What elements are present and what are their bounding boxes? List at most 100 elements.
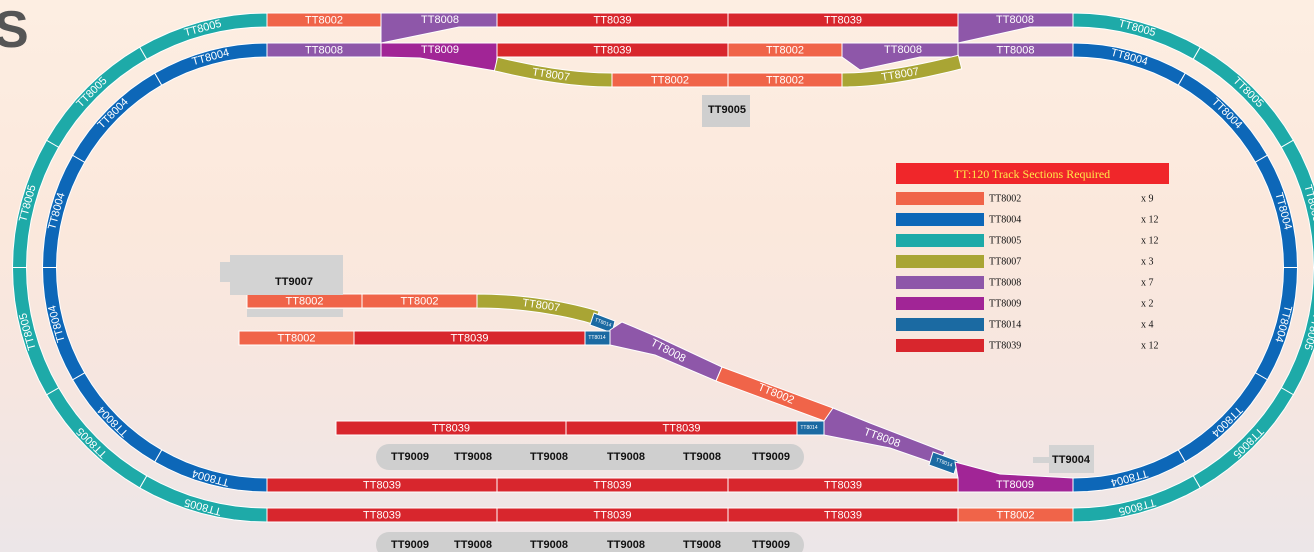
top1-1: TT8002 [266, 12, 382, 28]
legend-code: TT8009 [989, 299, 1021, 310]
cross-2-label: TT8014 [588, 335, 605, 341]
platform-row-bottom-label-1: TT9009 [391, 539, 429, 551]
inner-curve-8-label: TT8004 [1209, 96, 1244, 131]
legend-swatch [896, 213, 984, 226]
bot-in-3: TT8039 [727, 477, 959, 493]
inner-curve-1-shape [154, 449, 268, 493]
top1-3-label: TT8039 [594, 15, 632, 27]
cross-5-label: TT8014 [800, 425, 817, 431]
top2-2-label: TT8009 [421, 44, 459, 56]
inner-siding-2: TT8039 [565, 420, 798, 436]
legend-row: TT8004 x 12 [896, 213, 1159, 226]
platform-tt9004-shape [1049, 445, 1094, 473]
platform-tt9004: TT9004 [1033, 445, 1094, 473]
siding-up-1: TT8002 [246, 293, 363, 309]
legend-row: TT8014 x 4 [896, 318, 1154, 331]
inner-curve-7: TT8004 [1072, 42, 1186, 86]
siding-up-3: TT8007 [476, 293, 600, 326]
bot-in-1: TT8039 [266, 477, 498, 493]
legend-code: TT8014 [989, 320, 1021, 331]
legend: TT:120 Track Sections Required TT8002 x 9 T… [896, 163, 1169, 352]
inner-curve-8: TT8004 [1177, 72, 1269, 163]
inner-curve-5: TT8004 [71, 72, 163, 163]
inner-curve-1: TT8004 [154, 449, 268, 493]
platform-row-bottom: TT9009 TT9008 TT9008 TT9008 TT9008 TT9009 [376, 532, 804, 552]
legend-row: TT8005 x 12 [896, 234, 1159, 247]
legend-swatch [896, 297, 984, 310]
bot-in-1-label: TT8039 [363, 480, 401, 492]
top2-3-label: TT8039 [594, 45, 632, 57]
inner-curve-4: TT8004 [41, 154, 86, 268]
legend-code: TT8002 [989, 194, 1021, 205]
platform-row-bottom-label-2: TT9008 [454, 539, 492, 551]
top2-5-label: TT8008 [884, 44, 922, 56]
siding-up-2: TT8002 [361, 293, 478, 309]
top2-1: TT8008 [266, 42, 382, 58]
bot-out-1: TT8039 [266, 507, 498, 523]
top1-2-label: TT8008 [421, 14, 459, 26]
inner-curve-9: TT8004 [1254, 154, 1299, 268]
legend-qty: x 12 [1141, 341, 1159, 352]
cross-6: TT8008 [823, 407, 946, 466]
bot-in-3-shape [727, 477, 959, 493]
inner-siding-1-label: TT8039 [432, 423, 470, 435]
legend-qty: x 12 [1141, 236, 1159, 247]
bot-out-1-label: TT8039 [363, 510, 401, 522]
legend-qty: x 9 [1141, 194, 1154, 205]
legend-row: TT8009 x 2 [896, 297, 1154, 310]
top3-4: TT8007 [841, 54, 963, 88]
top2-5: TT8008 [841, 42, 959, 71]
bot-out-3-label: TT8039 [824, 510, 862, 522]
platform-row-bottom-shape [376, 532, 804, 552]
top3-3-label: TT8002 [766, 75, 804, 87]
platform-tt9004-label: TT9004 [1052, 454, 1091, 466]
platform-tt9007: TT9007 [220, 255, 343, 317]
top1-1-label: TT8002 [305, 15, 343, 27]
platform-tt9004-stub [1033, 457, 1051, 463]
cross-5: TT8014 [794, 420, 825, 436]
legend-qty: x 12 [1141, 215, 1159, 226]
siding-low-2: TT8039 [353, 330, 586, 346]
top2-2: TT8009 [380, 42, 498, 72]
inner-curve-2-label: TT8004 [96, 404, 131, 439]
siding-up-3-shape [476, 293, 600, 326]
bot-in-2: TT8039 [496, 477, 729, 493]
legend-row: TT8039 x 12 [896, 339, 1159, 352]
inner-curve-9-shape [1254, 154, 1299, 268]
inner-curve-2: TT8004 [71, 372, 163, 463]
legend-title: TT:120 Track Sections Required [954, 167, 1110, 181]
siding-up-3-label: TT8007 [521, 297, 560, 314]
top3-2-label: TT8002 [651, 75, 689, 87]
inner-curve-6-shape [154, 42, 268, 86]
inner-curve-3-shape [41, 267, 86, 381]
top3-1: TT8007 [493, 56, 613, 88]
cross-7-shape [928, 451, 959, 475]
inner-curve-10: TT8004 [1254, 267, 1299, 381]
legend-swatch [896, 276, 984, 289]
legend-row: TT8007 x 3 [896, 255, 1154, 268]
top2-6-label: TT8008 [997, 45, 1035, 57]
cross-3: TT8008 [609, 321, 723, 382]
legend-swatch [896, 234, 984, 247]
top3-3: TT8002 [727, 72, 843, 88]
inner-curve-11: TT8004 [1177, 372, 1269, 463]
platform-row-middle-label-5: TT9008 [683, 451, 721, 463]
inner-siding-2-shape [565, 420, 798, 436]
top2-6-shape [957, 42, 1074, 58]
legend-swatch [896, 255, 984, 268]
top3-2: TT8002 [611, 72, 729, 88]
bot-out-2-label: TT8039 [594, 510, 632, 522]
top1-4-label: TT8039 [824, 15, 862, 27]
legend-code: TT8007 [989, 257, 1021, 268]
outer-curve-2-label: TT8005 [74, 425, 109, 460]
top1-5-shape [957, 12, 1074, 44]
siding-low-2-label: TT8039 [451, 333, 489, 345]
outer-curve-5-label: TT8005 [74, 75, 109, 110]
inner-siding-2-label: TT8039 [663, 423, 701, 435]
top1-4: TT8039 [727, 12, 959, 28]
platform-row-middle-label-6: TT9009 [752, 451, 790, 463]
platform-tt9005: TT9005 [702, 95, 750, 127]
legend-row: TT8008 x 7 [896, 276, 1154, 289]
outer-curve-8-label: TT8005 [1230, 75, 1265, 110]
top3-4-shape [841, 54, 963, 88]
